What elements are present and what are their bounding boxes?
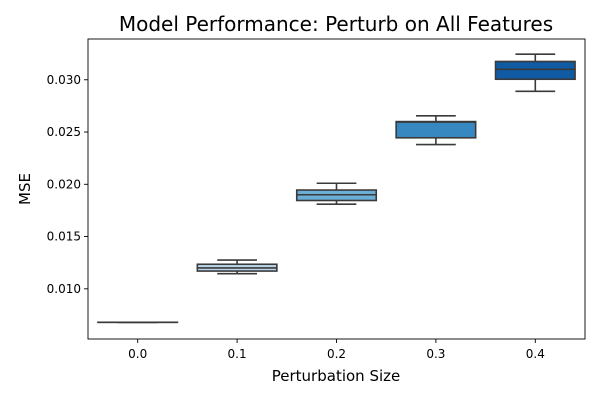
y-tick-label: 0.010 xyxy=(47,282,81,296)
y-axis: 0.010 0.015 0.020 0.025 0.030 xyxy=(47,73,88,296)
x-axis-label: Perturbation Size xyxy=(272,367,400,385)
box-0.3 xyxy=(395,115,477,146)
x-tick-label: 0.4 xyxy=(526,347,545,361)
y-axis-label: MSE xyxy=(16,173,34,205)
box-body xyxy=(494,60,576,81)
x-tick-label: 0.0 xyxy=(128,347,147,361)
box-0.4 xyxy=(494,53,576,93)
y-tick-label: 0.020 xyxy=(47,177,81,191)
y-tick-label: 0.030 xyxy=(47,73,81,87)
box-body xyxy=(395,120,477,139)
chart-title: Model Performance: Perturb on All Featur… xyxy=(119,12,553,36)
plot-area xyxy=(97,53,576,324)
y-tick-label: 0.025 xyxy=(47,125,81,139)
x-tick-label: 0.1 xyxy=(228,347,247,361)
box-0.2 xyxy=(295,182,378,205)
x-tick-label: 0.3 xyxy=(426,347,445,361)
x-tick-label: 0.2 xyxy=(327,347,346,361)
box-0.1 xyxy=(196,259,278,275)
y-tick-label: 0.015 xyxy=(47,230,81,244)
x-axis: 0.0 0.1 0.2 0.3 0.4 xyxy=(128,339,545,361)
